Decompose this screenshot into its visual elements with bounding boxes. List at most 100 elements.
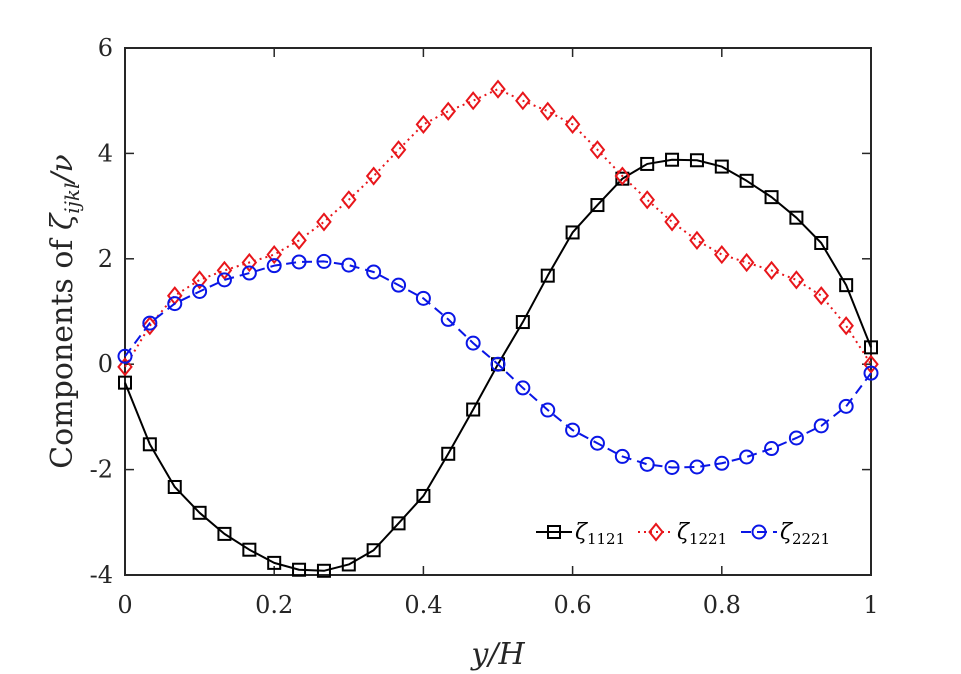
data-point xyxy=(589,140,606,160)
data-point xyxy=(241,252,258,273)
data-point xyxy=(266,244,282,265)
data-point xyxy=(838,398,854,414)
legend-marker xyxy=(648,522,664,542)
data-point xyxy=(714,455,730,471)
y-tick-label: 2 xyxy=(98,245,113,273)
data-point xyxy=(341,190,357,210)
legend-label: ζ1121 xyxy=(575,520,625,548)
data-point xyxy=(788,270,805,290)
data-point xyxy=(813,418,829,434)
data-point xyxy=(640,156,655,171)
data-point xyxy=(565,422,581,438)
data-point xyxy=(764,190,779,205)
data-point xyxy=(739,449,755,465)
data-point xyxy=(614,166,631,186)
x-axis-label: y/H xyxy=(469,637,525,672)
data-point xyxy=(142,315,158,331)
data-point xyxy=(465,91,481,111)
x-tick-label: 0 xyxy=(117,591,132,619)
series-line xyxy=(124,260,872,469)
data-point xyxy=(316,212,332,232)
y-tick-label: 0 xyxy=(98,350,113,378)
legend-label: ζ1221 xyxy=(677,520,727,548)
data-point xyxy=(863,354,879,374)
data-point xyxy=(341,257,357,273)
data-point xyxy=(813,286,830,306)
series-layer xyxy=(117,79,879,578)
data-point xyxy=(839,278,854,293)
data-point xyxy=(391,516,406,531)
ticks: 0 0.2 0.4 0.6 0.8 1 -4 -2 0 2 4 6 xyxy=(90,34,879,619)
axes-box xyxy=(124,47,872,576)
data-point xyxy=(291,254,307,270)
data-point xyxy=(191,270,208,290)
data-point xyxy=(539,101,556,121)
data-point xyxy=(366,264,382,280)
data-point xyxy=(117,348,133,364)
data-point xyxy=(864,340,878,355)
data-point xyxy=(490,356,506,372)
data-point xyxy=(838,316,854,336)
legend: ζ1121 ζ1221 ζ2221 xyxy=(536,520,830,548)
data-point xyxy=(540,402,556,418)
data-point xyxy=(564,114,581,135)
data-point xyxy=(316,563,331,578)
x-tick-label: 0.6 xyxy=(554,591,592,619)
y-tick-label: 4 xyxy=(98,139,113,167)
data-point xyxy=(540,268,555,283)
data-point xyxy=(415,114,432,135)
data-point xyxy=(440,311,456,327)
data-point xyxy=(565,225,580,240)
x-tick-label: 0.2 xyxy=(255,591,293,619)
labels: y/H Components of ζijkl/ν xyxy=(45,154,525,672)
data-point xyxy=(714,159,729,174)
data-point xyxy=(589,435,605,451)
data-point xyxy=(788,430,804,446)
data-point xyxy=(266,258,282,274)
data-point xyxy=(341,557,356,572)
x-tick-label: 0.4 xyxy=(404,591,442,619)
data-point xyxy=(316,253,332,269)
data-point xyxy=(665,152,680,167)
legend-marker xyxy=(751,524,767,540)
x-tick-label: 1 xyxy=(863,591,878,619)
data-point xyxy=(241,265,257,281)
data-point xyxy=(689,230,705,250)
data-point xyxy=(515,380,531,396)
y-tick-label: 6 xyxy=(98,34,113,62)
data-point xyxy=(142,316,158,336)
data-point xyxy=(738,252,755,273)
data-point xyxy=(814,235,829,250)
data-point xyxy=(739,173,754,188)
data-point xyxy=(365,166,382,186)
x-tick-label: 0.8 xyxy=(703,591,741,619)
data-point xyxy=(515,91,531,111)
data-point xyxy=(167,479,182,494)
data-point xyxy=(216,260,233,280)
data-point xyxy=(292,562,307,577)
series-line xyxy=(124,88,872,368)
data-point xyxy=(291,230,307,250)
data-point xyxy=(192,283,208,299)
data-point xyxy=(142,437,157,452)
data-point xyxy=(167,296,183,312)
data-point xyxy=(664,212,680,232)
plot-area: 0 0.2 0.4 0.6 0.8 1 -4 -2 0 2 4 6 xyxy=(90,34,879,619)
data-point xyxy=(117,357,133,377)
data-point xyxy=(490,79,506,99)
data-point xyxy=(242,542,257,557)
data-point xyxy=(217,526,232,541)
data-point xyxy=(863,365,879,381)
legend-label: ζ2221 xyxy=(780,520,830,548)
data-point xyxy=(465,335,481,351)
data-point xyxy=(590,198,605,213)
data-point xyxy=(764,441,780,457)
data-point xyxy=(763,260,780,280)
data-point xyxy=(192,505,207,520)
y-tick-label: -4 xyxy=(90,561,113,589)
data-point xyxy=(639,456,655,472)
data-point xyxy=(391,277,407,293)
data-point xyxy=(390,140,407,160)
